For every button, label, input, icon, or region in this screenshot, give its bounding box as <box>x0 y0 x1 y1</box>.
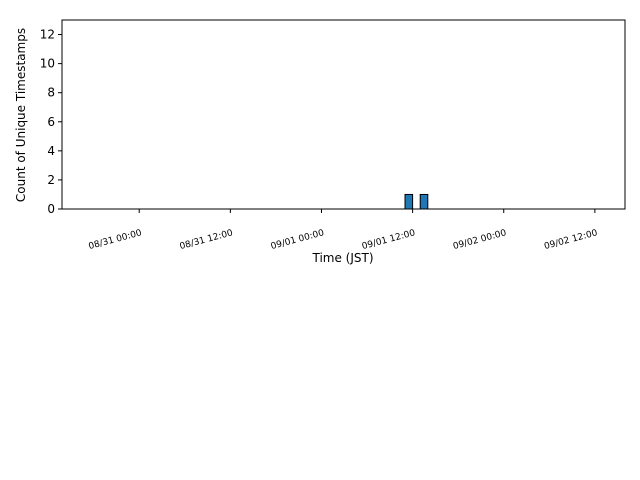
x-tick-label: 09/01 00:00 <box>270 228 326 252</box>
y-tick-label: 2 <box>47 173 55 187</box>
bar <box>419 193 429 210</box>
y-tick-label: 8 <box>47 86 55 100</box>
x-tick-label: 09/01 12:00 <box>361 228 417 252</box>
y-tick-label: 4 <box>47 144 55 158</box>
y-tick-label: 10 <box>40 57 55 71</box>
y-tick-label: 12 <box>40 28 55 42</box>
y-tick-label: 6 <box>47 115 55 129</box>
plot-frame <box>61 19 626 210</box>
y-tick-label: 0 <box>47 202 55 216</box>
x-tick-label: 08/31 12:00 <box>179 228 235 252</box>
x-tick-label: 09/02 12:00 <box>543 228 599 252</box>
x-tick-label: 09/02 00:00 <box>452 228 508 252</box>
x-axis-label: Time (JST) <box>311 251 373 265</box>
bar <box>404 193 414 210</box>
y-axis-label: Count of Unique Timestamps <box>14 28 28 202</box>
x-tick-label: 08/31 00:00 <box>88 228 144 252</box>
